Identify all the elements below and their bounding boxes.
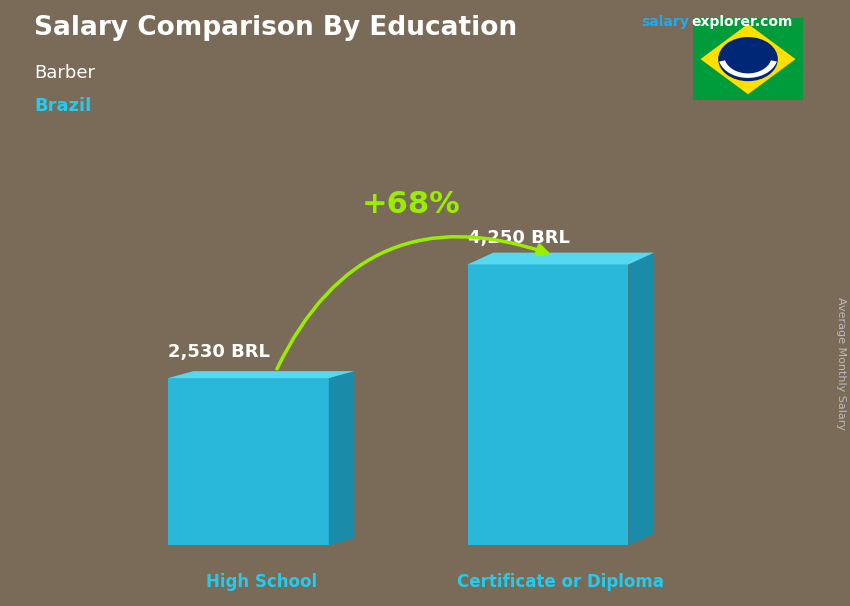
Text: 4,250 BRL: 4,250 BRL	[468, 229, 570, 247]
Text: explorer.com: explorer.com	[691, 15, 792, 29]
Circle shape	[718, 37, 778, 81]
Text: +68%: +68%	[361, 190, 461, 219]
Polygon shape	[719, 61, 777, 78]
Text: Average Monthly Salary: Average Monthly Salary	[836, 297, 846, 430]
Polygon shape	[700, 24, 796, 95]
Polygon shape	[329, 371, 354, 545]
Text: Certificate or Diploma: Certificate or Diploma	[457, 573, 665, 591]
Text: salary: salary	[642, 15, 689, 29]
Polygon shape	[168, 371, 354, 378]
Polygon shape	[468, 253, 654, 264]
Polygon shape	[468, 264, 628, 545]
Text: 2,530 BRL: 2,530 BRL	[168, 343, 270, 361]
Text: Barber: Barber	[34, 64, 95, 82]
Text: Salary Comparison By Education: Salary Comparison By Education	[34, 15, 517, 41]
Text: Brazil: Brazil	[34, 97, 91, 115]
Text: High School: High School	[206, 573, 317, 591]
Polygon shape	[168, 378, 329, 545]
Polygon shape	[628, 253, 654, 545]
Polygon shape	[693, 18, 803, 100]
